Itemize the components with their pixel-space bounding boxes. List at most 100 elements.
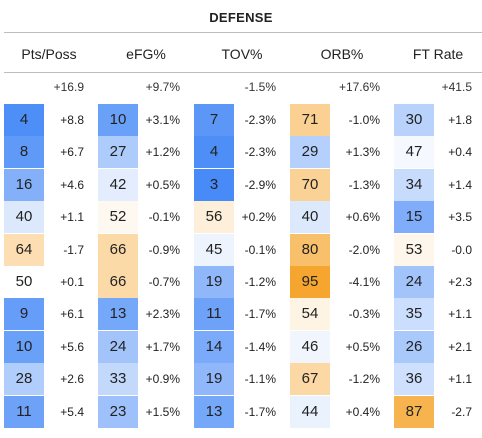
- header-pts-poss: Pts/Poss: [21, 46, 77, 62]
- rank-cell: 40: [4, 201, 44, 234]
- rank-cell: 56: [194, 201, 234, 234]
- rank-cell: 10: [98, 104, 138, 136]
- rank-cell: 52: [98, 201, 138, 234]
- diff-value: +3.5: [448, 210, 472, 225]
- diff-value: +2.6: [60, 372, 84, 387]
- rank-cell: 80: [290, 233, 330, 266]
- diff-value: +0.2%: [241, 210, 276, 225]
- rank-cell: 36: [394, 363, 434, 396]
- diff-value: +1.2%: [145, 145, 180, 160]
- diff-value: -0.3%: [348, 307, 380, 322]
- rank-cell: 53: [394, 233, 434, 266]
- top-diff-tov: -1.5%: [244, 80, 276, 94]
- header-divider: [4, 72, 482, 73]
- diff-value: -0.1%: [244, 242, 276, 257]
- diff-value: +0.1: [60, 275, 84, 289]
- diff-value: +2.1: [448, 339, 472, 354]
- rank-cell: 46: [290, 330, 330, 363]
- rank-cell: 15: [394, 201, 434, 234]
- diff-value: +5.4: [60, 404, 84, 419]
- diff-value: +1.1: [448, 372, 472, 387]
- diff-value: -1.2%: [244, 275, 276, 289]
- rank-cell: 11: [4, 395, 44, 428]
- rank-cell: 7: [194, 104, 234, 136]
- header-ft-rate: FT Rate: [412, 46, 464, 62]
- rank-cell: 24: [394, 266, 434, 298]
- diff-value: +3.1%: [145, 113, 180, 127]
- rank-cell: 24: [98, 330, 138, 363]
- rank-cell: 4: [4, 104, 44, 136]
- rank-cell: 33: [98, 363, 138, 396]
- rank-cell: 23: [98, 395, 138, 428]
- diff-value: +8.8: [60, 113, 84, 127]
- rank-cell: 35: [394, 298, 434, 331]
- rank-cell: 28: [4, 363, 44, 396]
- top-diff-pts-poss: +16.9: [53, 80, 84, 94]
- diff-value: +1.7%: [145, 339, 180, 354]
- top-diff-efg: +9.7%: [145, 80, 180, 94]
- diff-value: +0.4%: [345, 404, 380, 419]
- top-diff-orb: +17.6%: [338, 80, 380, 94]
- diff-value: -1.4%: [244, 339, 276, 354]
- diff-value: -1.1%: [244, 372, 276, 387]
- rank-cell: 50: [4, 266, 44, 298]
- rank-cell: 16: [4, 168, 44, 201]
- rank-cell: 3: [194, 168, 234, 201]
- rank-cell: 8: [4, 136, 44, 169]
- diff-value: -1.3%: [348, 177, 380, 192]
- rank-cell: 40: [290, 201, 330, 234]
- diff-value: -1.2%: [348, 372, 380, 387]
- diff-value: +0.5%: [145, 177, 180, 192]
- diff-value: -1.7%: [244, 307, 276, 322]
- rank-cell: 9: [4, 298, 44, 331]
- diff-value: +6.7: [60, 145, 84, 160]
- diff-value: +1.3%: [345, 145, 380, 160]
- diff-value: -4.1%: [348, 275, 380, 289]
- rank-cell: 13: [98, 298, 138, 331]
- diff-value: +0.4: [448, 145, 472, 160]
- diff-value: +6.1: [60, 307, 84, 322]
- rank-cell: 14: [194, 330, 234, 363]
- diff-value: +1.1: [60, 210, 84, 225]
- rank-cell: 34: [394, 168, 434, 201]
- diff-value: -0.9%: [148, 242, 180, 257]
- diff-value: -0.0: [451, 242, 472, 257]
- rank-cell: 26: [394, 330, 434, 363]
- diff-value: +2.3: [448, 275, 472, 289]
- diff-value: -1.0%: [348, 113, 380, 127]
- rank-cell: 87: [394, 395, 434, 428]
- rank-cell: 42: [98, 168, 138, 201]
- rank-cell: 45: [194, 233, 234, 266]
- header-tov: TOV%: [221, 46, 263, 62]
- diff-value: -0.1%: [148, 210, 180, 225]
- diff-value: +4.6: [60, 177, 84, 192]
- rank-cell: 4: [194, 136, 234, 169]
- table-title: DEFENSE: [209, 10, 273, 25]
- rank-cell: 54: [290, 298, 330, 331]
- diff-value: -2.3%: [244, 113, 276, 127]
- header-efg: eFG%: [126, 46, 166, 62]
- diff-value: -1.7: [63, 242, 84, 257]
- rank-cell: 11: [194, 298, 234, 331]
- diff-value: -0.7%: [148, 275, 180, 289]
- diff-value: +0.5%: [345, 339, 380, 354]
- diff-value: -2.3%: [244, 145, 276, 160]
- rank-cell: 44: [290, 395, 330, 428]
- diff-value: +1.1: [448, 307, 472, 322]
- diff-value: +1.8: [448, 113, 472, 127]
- diff-value: -2.7: [451, 404, 472, 419]
- diff-value: -1.7%: [244, 404, 276, 419]
- diff-value: +5.6: [60, 339, 84, 354]
- rank-cell: 19: [194, 266, 234, 298]
- diff-value: -2.0%: [348, 242, 380, 257]
- rank-cell: 95: [290, 266, 330, 298]
- top-diff-ft-rate: +41.5: [441, 80, 472, 94]
- rank-cell: 66: [98, 266, 138, 298]
- rank-cell: 71: [290, 104, 330, 136]
- rank-cell: 27: [98, 136, 138, 169]
- rank-cell: 47: [394, 136, 434, 169]
- rank-cell: 29: [290, 136, 330, 169]
- title-divider: [4, 32, 482, 33]
- diff-value: +0.6%: [345, 210, 380, 225]
- rank-cell: 10: [4, 330, 44, 363]
